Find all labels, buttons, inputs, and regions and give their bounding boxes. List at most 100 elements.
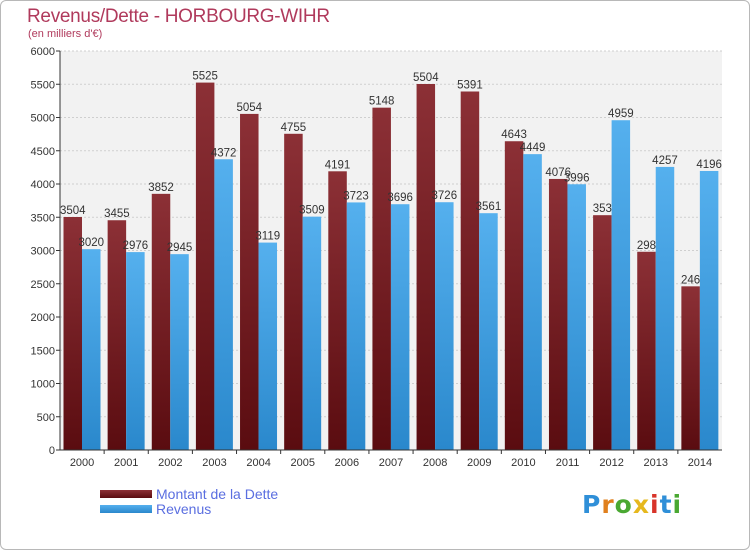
bar-revenue [655,166,675,451]
data-label-debt: 246 [681,274,700,286]
bar-debt [195,82,215,451]
bar-revenue [435,202,454,450]
bar-debt [637,251,656,450]
x-tick-label: 2000 [70,457,94,469]
y-tick-label: 3500 [31,212,55,224]
x-tick-label: 2004 [246,457,270,469]
data-label-revenue: 3723 [343,190,369,202]
data-label-debt: 5391 [457,79,483,91]
data-label-revenue: 4257 [652,155,678,167]
bar-revenue [390,204,410,450]
legend-swatch-debt [100,490,152,498]
x-tick-label: 2006 [335,457,359,469]
data-label-debt: 4076 [545,167,571,179]
legend-label-revenue: Revenus [156,501,212,517]
y-tick-label: 4500 [31,146,55,158]
bar-debt [107,220,127,450]
data-label-debt: 4643 [501,129,527,141]
y-tick-label: 6000 [31,46,55,58]
x-tick-label: 2003 [202,457,226,469]
bar-debt [416,83,436,450]
logo-letter: t [659,490,673,519]
x-tick-label: 2013 [644,457,668,469]
bar-debt [328,171,347,450]
y-tick-label: 1500 [31,345,55,357]
bar-debt [504,141,524,451]
x-tick-label: 2001 [114,457,138,469]
x-tick-label: 2010 [511,457,535,469]
logo-letter: i [672,490,683,519]
bar-revenue [126,252,145,450]
logo-letter: i [650,490,660,519]
data-label-revenue: 4449 [520,142,546,154]
data-label-debt: 3455 [104,208,130,220]
data-label-debt: 4191 [325,159,351,171]
legend-label-debt: Montant de la Dette [156,486,279,502]
data-label-debt: 298 [637,240,656,252]
data-label-revenue: 3509 [299,205,325,217]
data-label-revenue: 4959 [608,108,634,120]
x-tick-label: 2014 [688,457,712,469]
data-label-revenue: 3696 [387,192,413,204]
bar-debt [284,133,303,451]
data-label-revenue: 4372 [211,147,237,159]
bar-revenue [302,216,322,450]
data-label-debt: 5525 [192,71,218,83]
y-tick-label: 0 [49,445,55,457]
bar-revenue [214,159,233,450]
bar-revenue [479,213,498,450]
x-tick-label: 2005 [290,457,314,469]
y-tick-label: 4000 [31,179,55,191]
x-tick-label: 2009 [467,457,491,469]
data-label-revenue: 4196 [696,159,722,171]
data-label-revenue: 3726 [432,190,458,202]
bar-debt [460,91,480,450]
x-tick-label: 2007 [379,457,403,469]
bar-debt [548,178,568,451]
bar-revenue [170,254,189,450]
bar-revenue [567,184,586,451]
bar-revenue [82,249,101,450]
y-tick-label: 2500 [31,279,55,291]
logo-letter: r [601,490,615,519]
bar-revenue [699,170,719,450]
y-tick-label: 1000 [31,379,55,391]
bar-debt [372,107,391,451]
data-label-revenue: 2945 [167,242,193,254]
logo-letter: x [632,490,650,519]
data-label-debt: 5054 [236,102,262,114]
logo-letter: P [582,490,602,519]
x-tick-label: 2011 [556,457,580,469]
bar-revenue [258,242,278,450]
chart-title: Revenus/Dette - HORBOURG-WIHR [27,6,330,27]
bar-debt [151,193,171,451]
y-tick-label: 3000 [31,246,55,258]
y-tick-label: 5500 [31,79,55,91]
data-label-revenue: 2976 [123,240,149,252]
y-tick-label: 5000 [31,113,55,125]
y-tick-label: 2000 [31,312,55,324]
x-tick-label: 2012 [599,457,623,469]
chart-subtitle: (en milliers d'€) [28,28,103,40]
x-tick-label: 2008 [423,457,447,469]
data-label-revenue: 3996 [564,172,590,184]
data-label-debt: 3852 [148,182,174,194]
data-label-debt: 3504 [60,205,86,217]
data-label-debt: 353 [593,203,612,215]
bar-revenue [346,202,366,450]
bar-debt [63,216,82,450]
x-tick-label: 2002 [158,457,182,469]
bar-debt [240,113,259,450]
data-label-revenue: 3119 [255,231,280,243]
data-label-debt: 5504 [413,72,439,84]
proxiti-logo: Proxiti [582,490,682,519]
data-label-debt: 4755 [281,122,307,134]
data-label-debt: 5148 [369,96,395,108]
logo-letter: o [614,490,633,519]
data-label-revenue: 3561 [476,201,502,213]
legend-swatch-revenue [100,505,152,513]
bar-revenue [611,120,631,450]
bar-debt [593,215,612,450]
data-label-revenue: 3020 [78,237,104,249]
